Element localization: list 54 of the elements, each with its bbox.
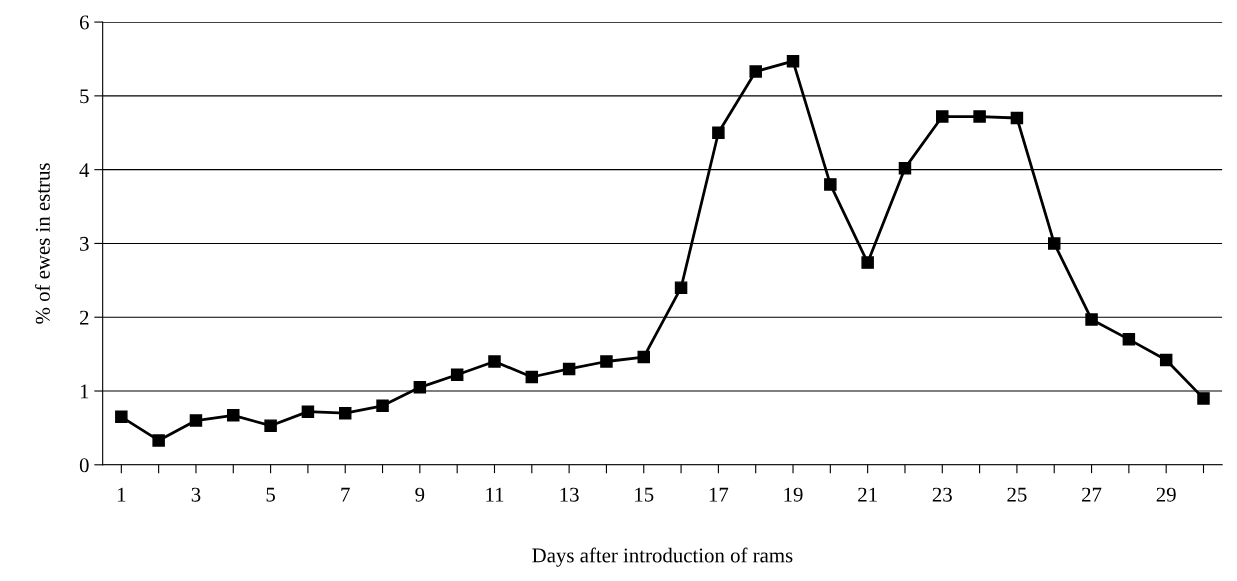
- y-axis-title: % of ewes in estrus: [34, 163, 50, 324]
- point: [376, 399, 389, 413]
- point: [338, 406, 352, 420]
- x-tick-label: 11: [486, 487, 504, 502]
- x-tick-label: 7: [341, 487, 350, 502]
- point: [562, 362, 576, 376]
- point: [525, 370, 539, 384]
- point: [450, 368, 464, 382]
- x-axis-title: Days after introduction of rams: [532, 547, 793, 567]
- x-tick-label: 17: [709, 487, 729, 502]
- x-tick-label: 3: [191, 487, 201, 502]
- point: [189, 414, 203, 427]
- x-tick-label: 5: [266, 487, 275, 502]
- y-tick-label: 4: [79, 163, 90, 177]
- x-tick-label: 25: [1007, 487, 1027, 502]
- point: [712, 126, 725, 140]
- x-tick-label: 29: [1156, 487, 1176, 502]
- y-tick-label: 0: [79, 458, 89, 473]
- point: [227, 409, 240, 422]
- x-tick-label: 19: [784, 487, 803, 502]
- point: [488, 355, 501, 368]
- point: [1010, 111, 1024, 125]
- x-tick-label: 27: [1082, 487, 1102, 502]
- y-tick-label: 2: [79, 310, 89, 325]
- y-tick-label: 3: [80, 236, 89, 251]
- point: [637, 350, 651, 364]
- point: [301, 405, 315, 418]
- point: [824, 178, 837, 191]
- point: [786, 54, 800, 68]
- x-tick-label: 21: [858, 487, 877, 502]
- x-tick-label: 9: [415, 487, 425, 502]
- x-tick-label: 13: [560, 487, 579, 502]
- point: [264, 419, 277, 432]
- y-tick-label: 5: [80, 89, 89, 104]
- point: [152, 434, 165, 447]
- y-tick-label: 6: [79, 15, 89, 30]
- y-tick-label: 1: [80, 384, 89, 399]
- point: [413, 381, 427, 394]
- point: [1085, 313, 1098, 326]
- point: [936, 110, 949, 123]
- point: [1159, 353, 1173, 367]
- x-tick-label: 1: [117, 487, 126, 502]
- point: [861, 256, 874, 269]
- point: [600, 355, 613, 368]
- x-tick-label: 15: [635, 487, 654, 502]
- point: [674, 281, 688, 294]
- point: [749, 65, 762, 78]
- x-tick-label: 23: [932, 487, 952, 502]
- point: [1122, 333, 1136, 346]
- point: [1197, 392, 1210, 405]
- point: [973, 110, 986, 123]
- point: [1047, 237, 1061, 250]
- point: [898, 161, 912, 175]
- point: [115, 410, 128, 424]
